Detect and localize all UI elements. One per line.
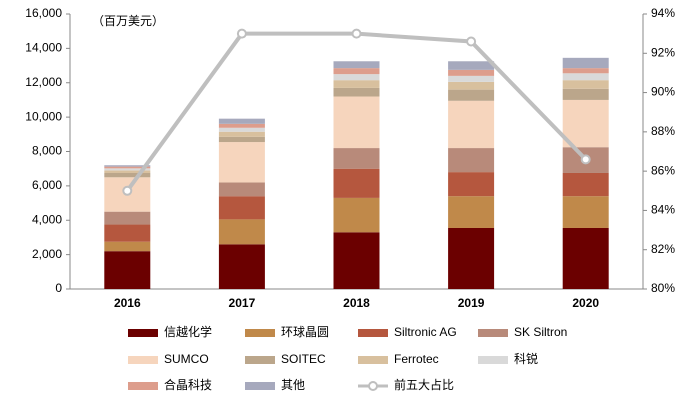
legend-swatch: [245, 382, 275, 390]
y2-tick-label: 90%: [651, 85, 675, 99]
y-tick-label: 8,000: [32, 144, 62, 158]
bar-segment: [333, 61, 380, 69]
bar-segment: [218, 219, 265, 245]
line-marker: [122, 185, 133, 196]
legend-label: 信越化学: [164, 324, 212, 339]
y2-tick-label: 88%: [651, 124, 675, 138]
bar-segment: [218, 118, 265, 124]
bar-segment: [218, 136, 265, 143]
bar-segment: [218, 244, 265, 289]
bar-segment: [448, 75, 495, 82]
bar-segment: [333, 74, 380, 81]
bar-segment: [448, 148, 495, 173]
bar-segment: [104, 170, 151, 173]
bar-segment: [562, 73, 609, 81]
y2-tick-label: 82%: [651, 242, 675, 256]
legend-swatch: [128, 382, 158, 390]
legend-label: 合晶科技: [164, 377, 212, 392]
legend-label: 其他: [281, 378, 305, 392]
bar-segment: [333, 87, 380, 97]
y-tick-label: 12,000: [25, 75, 62, 89]
legend-swatch: [358, 329, 388, 337]
bar-segment: [448, 172, 495, 197]
bar-segment: [562, 99, 609, 148]
y2-tick-label: 84%: [651, 203, 675, 217]
legend-swatch: [245, 356, 275, 364]
legend-swatch: [358, 356, 388, 364]
legend-marker: [368, 381, 378, 391]
bar-segment: [104, 172, 151, 178]
legend-label: SK Siltron: [514, 325, 567, 339]
y2-tick-label: 94%: [651, 6, 675, 20]
bar-segment: [562, 68, 609, 74]
legend-label: Ferrotec: [394, 352, 439, 366]
y2-tick-label: 92%: [651, 45, 675, 59]
legend-label: SUMCO: [164, 352, 209, 366]
legend-label: 科锐: [514, 352, 538, 366]
y-tick-label: 6,000: [32, 178, 62, 192]
bar-segment: [104, 241, 151, 252]
bar-segment: [333, 68, 380, 75]
y-tick-label: 0: [55, 281, 62, 295]
y-tick-label: 14,000: [25, 41, 62, 55]
unit-label: （百万美元）: [92, 14, 164, 28]
bar-segment: [562, 196, 609, 228]
legend-label: 前五大占比: [394, 377, 454, 392]
bar-segment: [333, 197, 380, 233]
line-marker: [466, 36, 477, 47]
bar-segment: [218, 142, 265, 183]
bar-segment: [448, 100, 495, 149]
bar-segment: [333, 96, 380, 149]
bar-segment: [562, 57, 609, 69]
y2-tick-label: 80%: [651, 281, 675, 295]
x-tick-label: 2019: [458, 296, 485, 310]
bar-segment: [562, 88, 609, 100]
legend-label: 环球晶圆: [281, 325, 329, 339]
legend-swatch: [128, 329, 158, 337]
y2-tick-label: 86%: [651, 163, 675, 177]
bar-segment: [104, 168, 151, 171]
line-marker: [580, 154, 591, 165]
bar-segment: [448, 196, 495, 228]
bar-segment: [448, 89, 495, 101]
bar-segment: [333, 232, 380, 289]
y-tick-label: 4,000: [32, 212, 62, 226]
legend-swatch: [128, 356, 158, 364]
legend-label: Siltronic AG: [394, 325, 457, 339]
y-tick-label: 10,000: [25, 109, 62, 123]
bar-segment: [333, 168, 380, 198]
bar-segment: [218, 131, 265, 137]
line-marker: [236, 28, 247, 39]
y-tick-label: 2,000: [32, 247, 62, 261]
x-tick-label: 2017: [229, 296, 256, 310]
bar-segment: [333, 148, 380, 169]
bar-segment: [104, 166, 151, 169]
line-marker: [351, 28, 362, 39]
legend-swatch: [478, 356, 508, 364]
bar-segment: [562, 80, 609, 89]
bar-segment: [333, 80, 380, 88]
x-tick-label: 2020: [572, 296, 599, 310]
bar-segment: [104, 224, 151, 242]
y-tick-label: 16,000: [25, 6, 62, 20]
bar-segment: [104, 165, 151, 167]
bar-segment: [448, 81, 495, 90]
bar-segment: [218, 127, 265, 132]
bar-segment: [104, 211, 151, 225]
legend-swatch: [245, 329, 275, 337]
x-tick-label: 2018: [343, 296, 370, 310]
bar-segment: [448, 69, 495, 76]
x-tick-label: 2016: [114, 296, 141, 310]
bar-segment: [104, 251, 151, 289]
bar-segment: [218, 123, 265, 128]
bar-segment: [562, 227, 609, 289]
bar-segment: [562, 172, 609, 197]
legend-label: SOITEC: [281, 352, 326, 366]
bar-segment: [448, 227, 495, 289]
bar-segment: [448, 61, 495, 70]
bar-segment: [218, 182, 265, 197]
legend-swatch: [478, 329, 508, 337]
bar-segment: [218, 196, 265, 220]
